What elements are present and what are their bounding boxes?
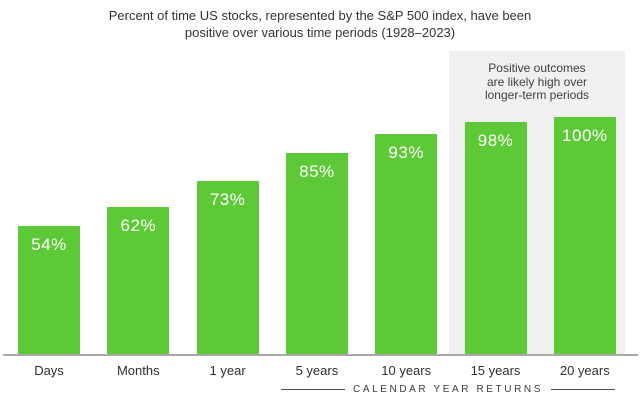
bar: 85% (285, 152, 348, 354)
chart-title-line-1: Percent of time US stocks, represented b… (108, 8, 532, 23)
chart-title-line-2: positive over various time periods (1928… (184, 25, 456, 40)
right-rule-line (551, 389, 616, 390)
bar-value-label: 54% (31, 235, 67, 255)
bar-value-label: 100% (562, 126, 608, 145)
annotation-note: Positive outcomes are likely high over l… (449, 61, 625, 103)
bar-value-label: 98% (477, 130, 514, 150)
x-tick-label: 5 years (295, 363, 339, 378)
x-tick-label: 10 years (381, 363, 432, 378)
bar: 98% (464, 121, 527, 354)
bar: 100% (553, 117, 616, 354)
bar-value-label: 85% (299, 161, 335, 181)
bar: 73% (196, 180, 259, 354)
annotation-line-1: Positive outcomes (488, 61, 586, 75)
x-tick-label: 15 years (470, 363, 521, 378)
bar-value-label: 62% (120, 216, 157, 236)
left-rule-line (281, 389, 345, 390)
x-tick-label: 20 years (559, 363, 610, 378)
chart-title: Percent of time US stocks, represented b… (0, 7, 640, 41)
bar-value-label: 93% (388, 142, 424, 162)
annotation-line-3: longer-term periods (484, 88, 590, 102)
bar: 54% (18, 226, 80, 354)
bar: 62% (107, 207, 170, 354)
x-tick-label: Days (34, 363, 64, 378)
x-tick-label: Months (116, 363, 160, 378)
x-tick-label: 1 year (209, 363, 246, 378)
x-axis-group-label-text: CALENDAR YEAR RETURNS (353, 384, 544, 395)
x-axis-line (3, 354, 638, 356)
bar-value-label: 73% (209, 189, 246, 209)
bar: 93% (375, 133, 438, 354)
annotation-line-2: are likely high over (486, 74, 588, 89)
x-axis-group-label: CALENDAR YEAR RETURNS (281, 384, 616, 395)
